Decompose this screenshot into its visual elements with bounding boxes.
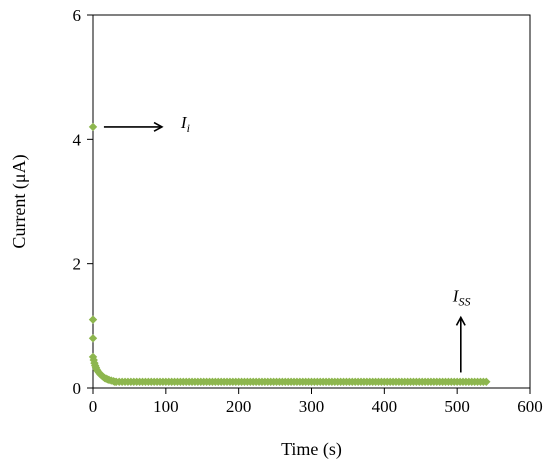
annotation-main: I: [452, 286, 460, 305]
arrow-steady: [455, 315, 466, 373]
y-tick-label: 0: [73, 379, 82, 398]
x-tick-label: 500: [444, 397, 470, 416]
annotation-subscript: i: [187, 121, 190, 135]
plot-area: [92, 14, 531, 389]
y-tick-label: 6: [73, 6, 82, 25]
x-tick-label: 300: [299, 397, 325, 416]
data-point: [88, 122, 98, 132]
annotation-label-initial: Ii: [180, 113, 190, 135]
data-point: [482, 377, 491, 386]
x-axis-label: Time (s): [281, 439, 342, 460]
x-tick-label: 600: [517, 397, 543, 416]
data-point: [88, 334, 98, 343]
x-tick-label: 0: [89, 397, 98, 416]
annotation-main: I: [180, 113, 188, 132]
y-tick-label: 2: [73, 255, 82, 274]
data-point: [88, 315, 98, 324]
axes: 0 100 200 300 400 500 600 0 2 4 6 Time (s) Current (…: [9, 6, 543, 460]
annotation-label-steady: ISS: [452, 286, 471, 308]
annotation-subscript: SS: [458, 294, 470, 308]
x-tick-label: 100: [153, 397, 179, 416]
x-tick-label: 200: [226, 397, 252, 416]
y-axis-label: Current (μA): [9, 154, 30, 248]
arrow-initial: [103, 121, 164, 132]
x-tick-label: 400: [372, 397, 398, 416]
plot-frame: [92, 14, 531, 389]
y-tick-label: 4: [73, 130, 82, 149]
data-points: [88, 122, 491, 386]
